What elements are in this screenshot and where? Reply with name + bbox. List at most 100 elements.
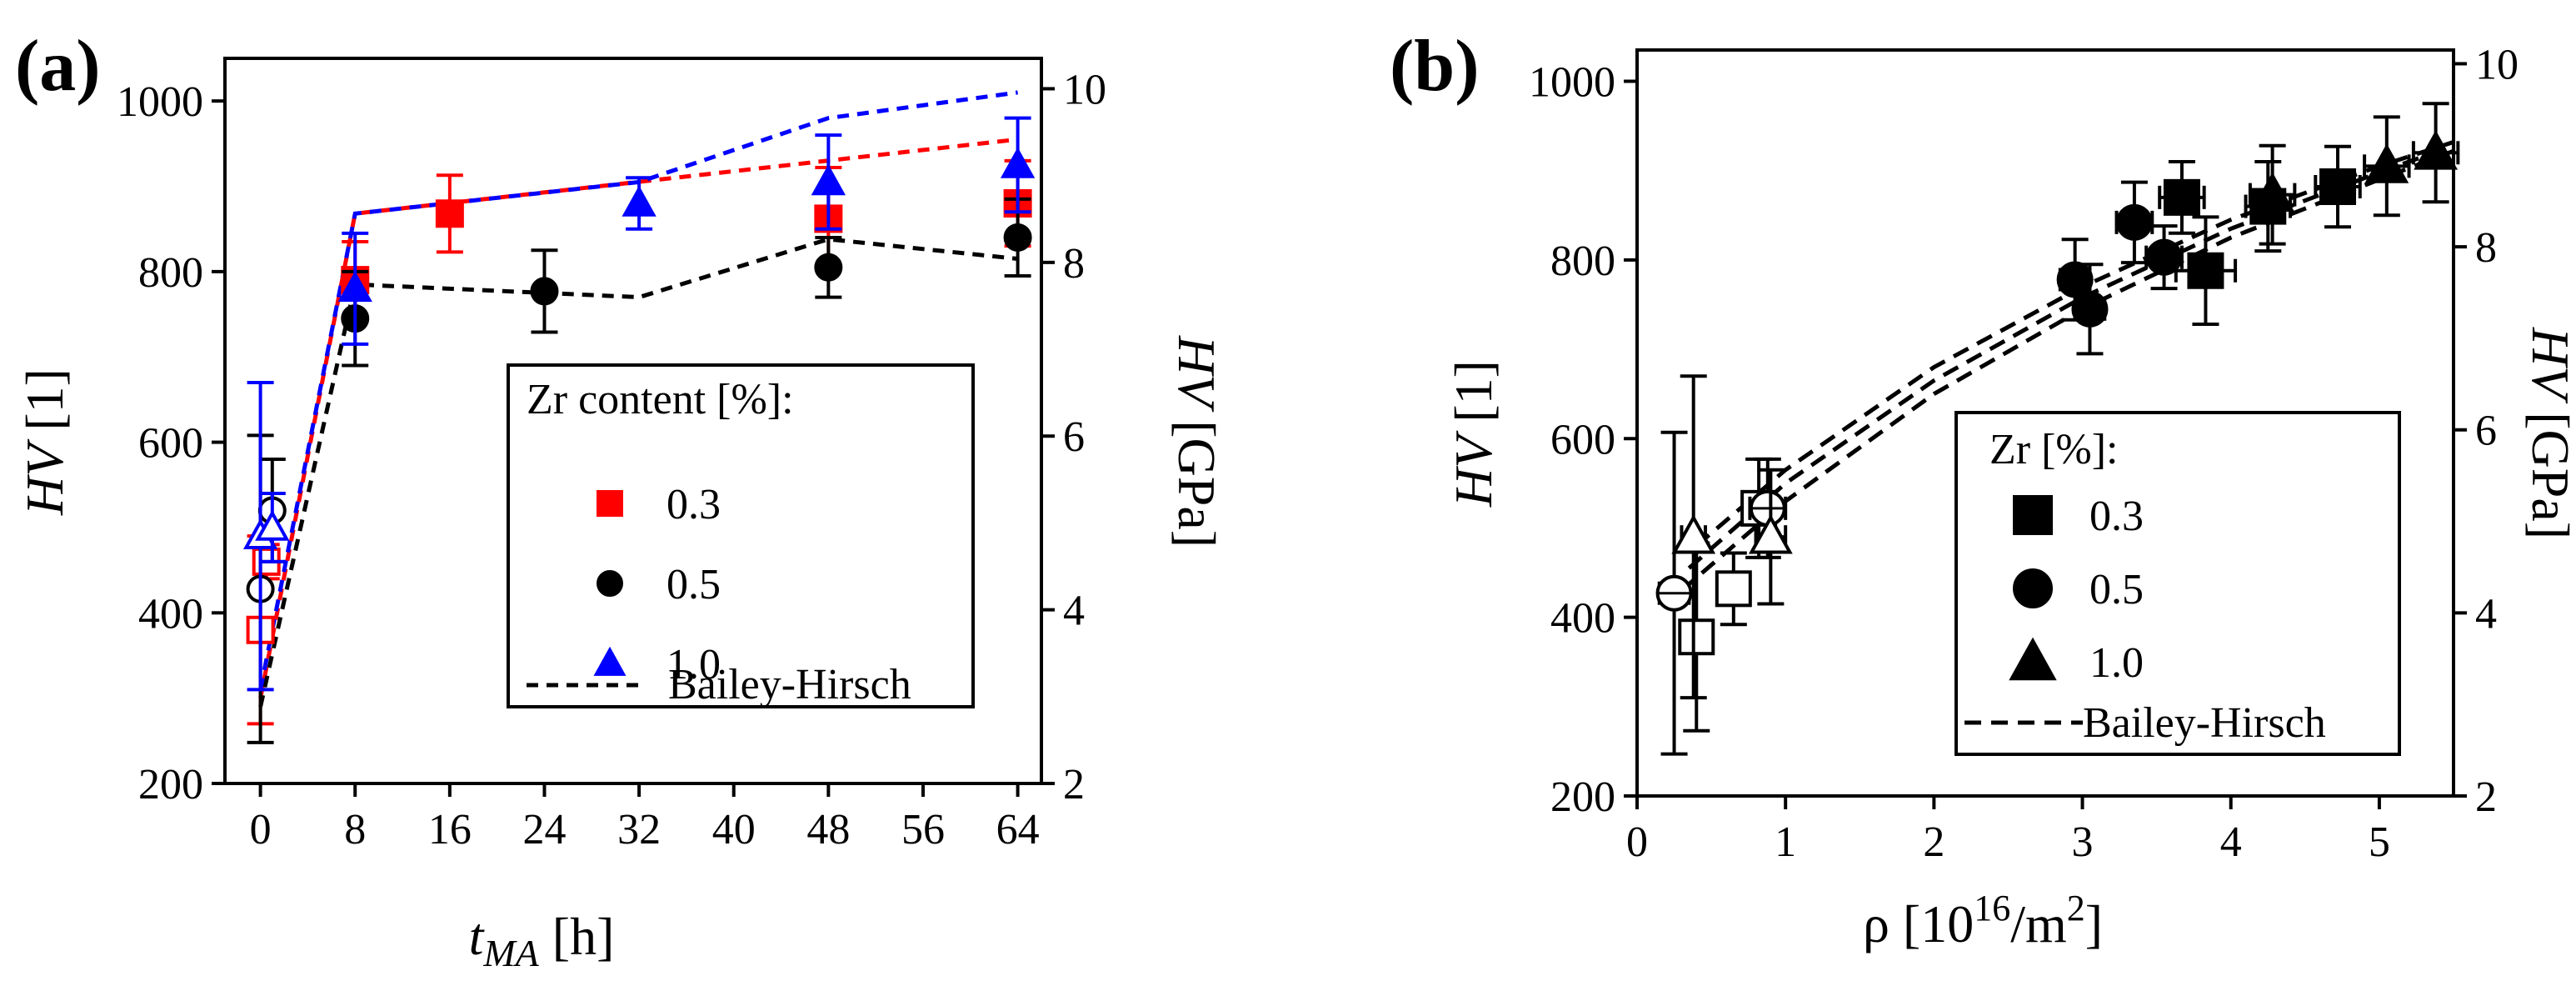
panel-b-legend-fit-label: Bailey-Hirsch — [2083, 699, 2326, 747]
panel-a-y2-axis-title: HV [GPa] — [1167, 335, 1226, 548]
panel-a: (a) 0 8 16 24 32 40 48 56 6420040060080010002468… — [15, 26, 1226, 974]
legend-label-1.0: 1.0 — [2089, 639, 2144, 687]
data-point-1.0-2 — [2250, 172, 2295, 213]
data-point-0.5-3 — [2071, 290, 2109, 328]
panel-a-x-axis-title: tMA [h] — [469, 907, 615, 974]
y-tick-label: 600 — [138, 420, 203, 468]
panel-a-plot-frame — [223, 57, 1043, 785]
x-tick-label: 32 — [617, 806, 661, 853]
panel-b-x-axis-title: ρ [1016/m2] — [1863, 888, 2103, 953]
panel-a-x-axis-var: t — [469, 907, 486, 966]
data-point-0.3-3 — [2163, 178, 2200, 216]
panel-b-y-axis-title: HV [1] — [1444, 360, 1503, 508]
panel-a-y-axis-title: HV [1] — [15, 368, 74, 516]
y-tick-label: 200 — [1550, 773, 1615, 821]
panel-b-y-axis-var: HV — [1444, 430, 1503, 508]
panel-b-y-axis-unit: [1] — [1444, 360, 1503, 436]
y2-tick-label: 4 — [1063, 588, 1085, 635]
data-point-0.5-5 — [2145, 238, 2183, 276]
data-point-1.0-3 — [622, 185, 656, 217]
panel-b-ticks: 0 1 2 3 4 5 200 400 600 800 1000 2 4 6 8 10 — [1529, 41, 2519, 866]
panel-a-legend: Zr content [%]: 0.3 0.5 1.0 Bailey-Hirsch — [507, 363, 975, 708]
panel-b-y2-axis-title: HV [GPa] — [2521, 327, 2576, 539]
data-point-1.0-4 — [2414, 130, 2459, 170]
x-tick-label: 5 — [2369, 818, 2390, 866]
x-tick-label: 56 — [901, 806, 945, 853]
x-tick-label: 0 — [1626, 818, 1648, 866]
panel-a-legend-items: 0.3 0.5 1.0 — [593, 481, 721, 688]
y2-tick-label: 8 — [2475, 224, 2497, 272]
panel-a-y2-axis-var: HV — [1167, 335, 1226, 413]
panel-a-x-axis-unit: [h] — [539, 907, 615, 966]
panel-b-data-points — [1655, 102, 2460, 756]
y-tick-label: 400 — [1550, 595, 1615, 643]
y-tick-label: 400 — [138, 590, 203, 638]
panel-a-legend-title: Zr content [%]: — [527, 376, 794, 423]
panel-b-plot-frame — [1635, 48, 2455, 798]
legend-swatch-1.0 — [2009, 637, 2057, 681]
legend-label-0.3: 0.3 — [2089, 493, 2144, 540]
data-point-0.5-5 — [1003, 223, 1032, 252]
y2-tick-label: 8 — [1063, 240, 1085, 288]
y2-tick-label: 6 — [1063, 413, 1085, 461]
legend-swatch-0.3 — [2013, 495, 2053, 535]
legend-swatch-0.5 — [597, 570, 623, 597]
x-tick-label: 8 — [344, 806, 366, 853]
data-point-0.5-2 — [2056, 261, 2094, 298]
x-tick-label: 3 — [2072, 818, 2094, 866]
data-point-1.0-4 — [811, 164, 846, 196]
data-point-0.3-3 — [435, 199, 464, 228]
y-tick-label: 800 — [138, 249, 203, 297]
fit-line-0.5 — [258, 237, 1018, 708]
x-tick-label: 16 — [428, 806, 472, 853]
panel-b-x-axis-part2: /m — [2010, 894, 2067, 953]
data-point-0.3-6 — [2319, 168, 2357, 205]
panel-a-y-axis-var: HV — [15, 438, 74, 516]
panel-b: (b) 0 1 2 3 4 5 200 400 600 800 1000 2 4 6 8 10 ρ [1016… — [1390, 26, 2576, 953]
y-tick-label: 1000 — [1529, 59, 1615, 107]
panel-a-x-axis-sub: MA — [482, 932, 539, 974]
data-point-0.3-4 — [2187, 252, 2224, 289]
x-tick-label: 48 — [806, 806, 850, 853]
y2-tick-label: 2 — [2475, 773, 2497, 821]
y2-tick-label: 4 — [2475, 590, 2497, 638]
y-tick-label: 600 — [1550, 416, 1615, 463]
data-point-0.3-0 — [1678, 618, 1715, 656]
legend-swatch-1.0 — [593, 646, 627, 676]
x-tick-label: 64 — [996, 806, 1040, 853]
y-tick-label: 200 — [138, 761, 203, 808]
y2-tick-label: 6 — [2475, 408, 2497, 455]
panel-b-y2-axis-unit: [GPa] — [2521, 398, 2576, 539]
x-tick-label: 1 — [1775, 818, 1796, 866]
panel-b-x-axis-sup2: 2 — [2067, 888, 2085, 928]
x-tick-label: 0 — [250, 806, 272, 853]
panel-a-legend-box — [507, 363, 975, 708]
panel-a-y2-axis-unit: [GPa] — [1167, 407, 1226, 548]
x-tick-label: 40 — [712, 806, 756, 853]
panel-b-y2-axis-var: HV — [2521, 327, 2576, 404]
data-point-0.5-4 — [814, 253, 843, 282]
data-point-0.5-4 — [2115, 203, 2153, 241]
y-tick-label: 1000 — [117, 78, 203, 126]
panel-b-legend-title: Zr [%]: — [1989, 426, 2118, 473]
data-point-1.0-0 — [1671, 514, 1716, 554]
legend-label-1.0: 1.0 — [666, 641, 721, 688]
panel-a-label: (a) — [15, 26, 101, 107]
panel-b-x-axis-sup1: 16 — [1974, 888, 2010, 928]
panel-b-legend: Zr [%]: 0.3 0.5 1.0 Bailey-Hirsch — [1954, 411, 2401, 756]
y2-tick-label: 10 — [1063, 66, 1106, 113]
panel-a-legend-fit-label: Bailey-Hirsch — [668, 661, 911, 708]
panel-b-x-axis-part1: ρ [10 — [1863, 894, 1974, 953]
legend-label-0.5: 0.5 — [2089, 566, 2144, 613]
panel-b-x-axis-part3: ] — [2085, 894, 2103, 953]
data-point-1.0-3 — [2364, 143, 2409, 183]
data-point-1.0-1 — [255, 509, 290, 541]
panel-b-label: (b) — [1390, 26, 1480, 107]
y2-tick-label: 10 — [2475, 41, 2519, 88]
panel-b-legend-items: 0.3 0.5 1.0 — [2009, 493, 2144, 687]
data-point-0.3-1 — [1715, 570, 1752, 608]
y2-tick-label: 2 — [1063, 761, 1085, 808]
x-tick-label: 24 — [522, 806, 566, 853]
